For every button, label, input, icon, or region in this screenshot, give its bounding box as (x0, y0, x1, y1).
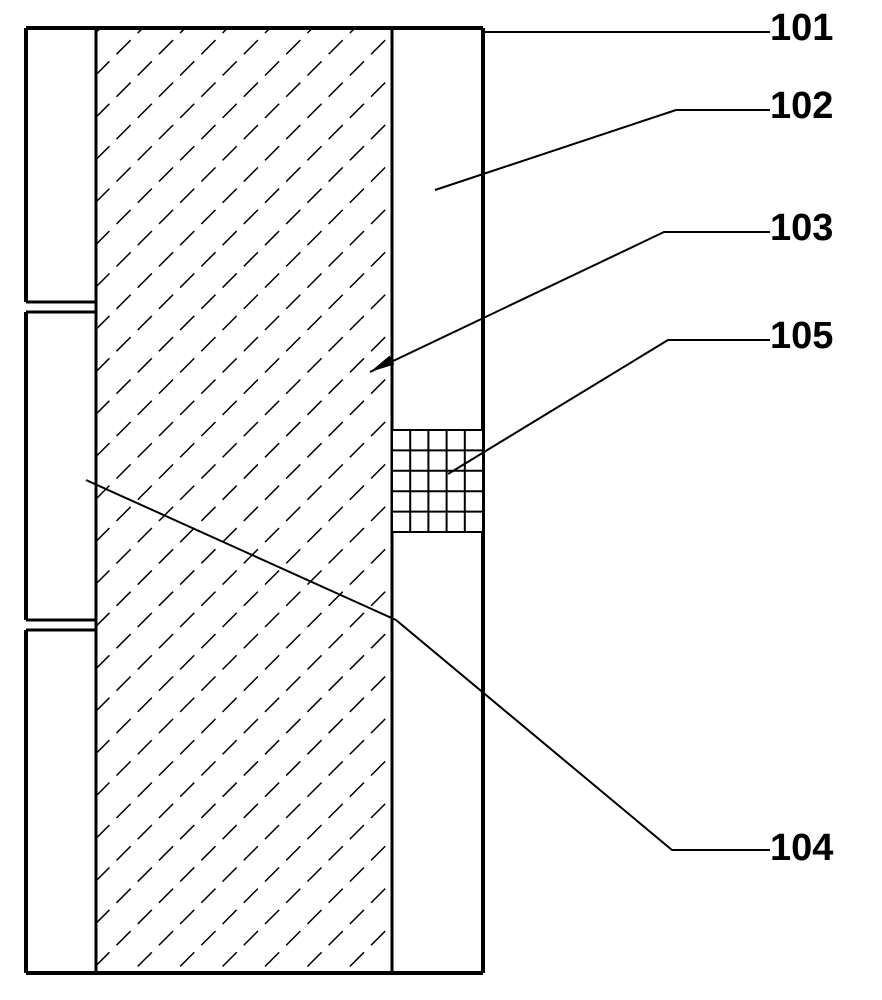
label-104: 104 (770, 827, 833, 869)
label-103: 103 (770, 207, 833, 249)
label-105: 105 (770, 315, 833, 357)
hatched-column (96, 28, 392, 973)
label-101: 101 (770, 7, 833, 49)
grid-block (392, 430, 483, 532)
label-102: 102 (770, 85, 833, 127)
